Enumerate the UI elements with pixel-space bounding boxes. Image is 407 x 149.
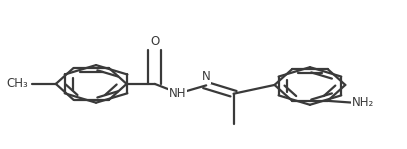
Text: N: N: [202, 70, 210, 83]
Text: NH₂: NH₂: [352, 96, 374, 109]
Text: NH: NH: [168, 87, 186, 100]
Text: O: O: [150, 35, 160, 48]
Text: CH₃: CH₃: [7, 77, 28, 90]
